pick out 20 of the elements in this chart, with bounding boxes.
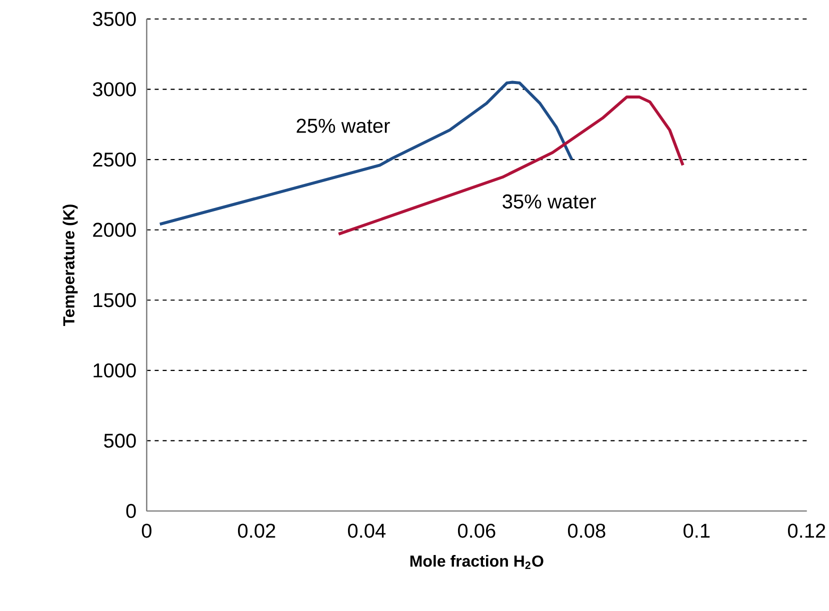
x-tick-label: 0 [142,524,152,538]
x-tick-label: 0.1 [684,524,710,538]
y-tick-label: 3000 [92,82,136,96]
y-tick-label: 1500 [94,293,136,308]
x-tick-label: 0.02 [238,524,276,538]
y-tick-label: 2000 [93,222,136,237]
y-tick-label: 0 [126,504,136,518]
x-tick-label: 0.04 [348,524,386,538]
line-series [337,96,684,236]
y-tick-label: 500 [104,434,136,448]
y-tick-label: 1000 [94,363,136,378]
y-axis-title: Temperature (K) [62,204,78,326]
x-tick-label: 0.08 [568,524,606,538]
x-tick-label: 0.12 [788,524,826,538]
series-label: 25% water [296,118,390,133]
series-label: 35% water [502,194,596,209]
y-tick-label: 3500 [92,12,136,26]
y-tick-label: 2500 [93,152,136,167]
x-tick-label: 0.06 [458,524,496,538]
x-axis-title: Mole fraction H$_{2}$O [410,555,544,570]
